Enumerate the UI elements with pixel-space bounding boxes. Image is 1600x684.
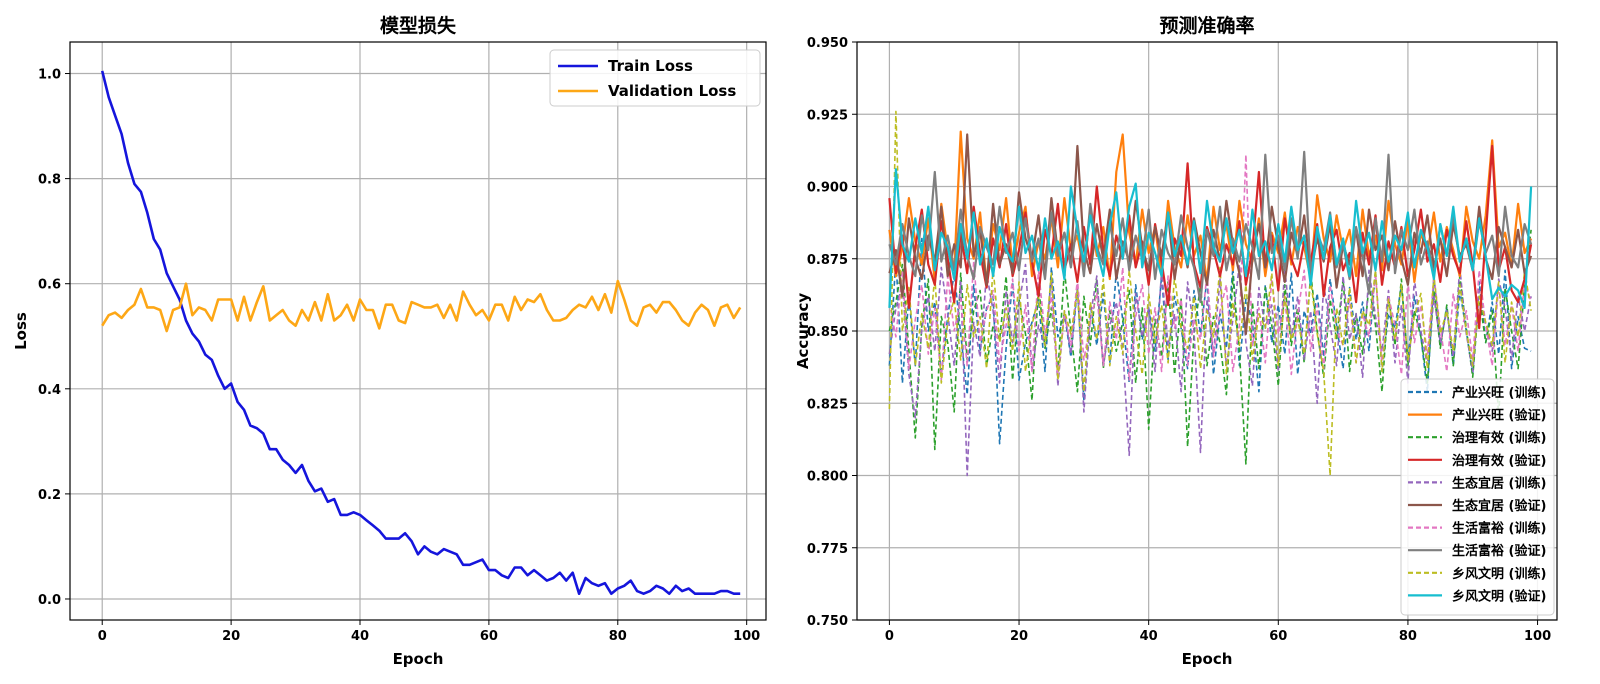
loss-x-tick-label: 0 (98, 629, 107, 644)
accuracy-legend-label-10: 乡风文明 (验证) (1452, 588, 1546, 604)
loss-y-tick-label: 0.8 (38, 173, 61, 188)
loss-chart-title: 模型损失 (380, 14, 457, 37)
accuracy-x-tick-label: 20 (1010, 629, 1028, 644)
accuracy-legend-label-3: 治理有效 (训练) (1452, 430, 1546, 446)
accuracy-legend-label-8: 生活富裕 (验证) (1452, 543, 1546, 559)
accuracy-legend-label-4: 治理有效 (验证) (1452, 453, 1546, 469)
loss-series-line-train-loss (100, 70, 741, 596)
loss-x-tick-label: 80 (609, 629, 627, 644)
accuracy-legend: 产业兴旺 (训练) 产业兴旺 (验证) 治理有效 (训练) 治理有效 (验证) 生态宜居… (1400, 378, 1555, 616)
loss-y-tick-label: 0.4 (38, 383, 61, 398)
loss-x-axis-label: Epoch (393, 650, 444, 668)
loss-x-tick-label: 20 (222, 629, 240, 644)
accuracy-legend-label-5: 生态宜居 (训练) (1452, 475, 1546, 491)
loss-legend: Train Loss Validation Loss (549, 49, 761, 107)
loss-plot-frame (69, 41, 767, 621)
accuracy-series-line-s7 (888, 150, 1533, 304)
accuracy-chart: 预测准确率 0 20 40 60 80 100 0.750 0.775 0.800 0.825 0.… (794, 14, 1558, 668)
loss-chart: 模型损失 0 20 40 60 80 100 0.0 0.2 0.4 0.6 0.8 1.0 Epoc… (12, 14, 767, 668)
accuracy-x-tick-label: 60 (1269, 629, 1287, 644)
loss-y-axis-label: Loss (12, 312, 30, 350)
accuracy-y-tick-label: 0.900 (807, 181, 848, 196)
accuracy-legend-label-2: 产业兴旺 (验证) (1452, 408, 1546, 424)
legend-label-validation-loss: Validation Loss (608, 82, 736, 100)
loss-y-tick-label: 0.0 (38, 593, 61, 608)
loss-x-tick-label: 60 (480, 629, 498, 644)
accuracy-legend-label-6: 生态宜居 (验证) (1452, 498, 1546, 514)
loss-y-tick-label: 0.2 (38, 488, 61, 503)
accuracy-series-line-s8 (888, 110, 1532, 477)
loss-series-line-validation-loss (101, 279, 742, 333)
accuracy-y-tick-label: 0.775 (807, 542, 848, 557)
loss-x-tick-label: 40 (351, 629, 369, 644)
accuracy-y-tick-label: 0.825 (807, 397, 848, 412)
accuracy-y-tick-label: 0.950 (807, 36, 848, 51)
loss-y-tick-label: 1.0 (38, 68, 61, 83)
accuracy-y-tick-label: 0.800 (807, 470, 848, 485)
accuracy-x-tick-label: 40 (1140, 629, 1158, 644)
accuracy-y-tick-label: 0.925 (807, 108, 848, 123)
accuracy-legend-label-9: 乡风文明 (训练) (1452, 566, 1546, 582)
accuracy-x-tick-label: 100 (1524, 629, 1551, 644)
loss-y-tick-label: 0.6 (38, 278, 61, 293)
accuracy-x-tick-label: 80 (1399, 629, 1417, 644)
accuracy-x-axis-label: Epoch (1182, 650, 1233, 668)
loss-x-tick-label: 100 (733, 629, 760, 644)
accuracy-y-axis-label: Accuracy (794, 293, 812, 369)
accuracy-y-tick-label: 0.875 (807, 253, 848, 268)
accuracy-chart-title: 预测准确率 (1159, 14, 1254, 37)
accuracy-series-line-s0 (888, 237, 1532, 445)
accuracy-legend-label-7: 生活富裕 (训练) (1452, 521, 1546, 537)
loss-legend-box (549, 49, 761, 107)
accuracy-x-tick-label: 0 (885, 629, 894, 644)
accuracy-y-tick-label: 0.850 (807, 325, 848, 340)
accuracy-series-line-s6 (888, 153, 1532, 381)
legend-label-train-loss: Train Loss (608, 57, 693, 75)
accuracy-series-line-s2 (888, 229, 1532, 465)
accuracy-y-tick-label: 0.750 (807, 614, 848, 629)
accuracy-legend-box (1400, 378, 1555, 616)
accuracy-legend-label-1: 产业兴旺 (训练) (1452, 385, 1546, 401)
accuracy-series-line-s9 (888, 168, 1533, 309)
